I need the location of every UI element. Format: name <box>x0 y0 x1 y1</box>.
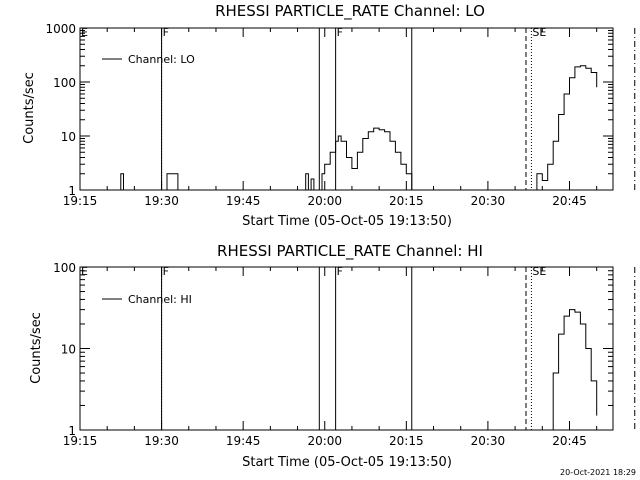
hi-chart-title: RHESSI PARTICLE_RATE Channel: HI <box>217 242 483 261</box>
lo-y-tick-label: 1 <box>68 184 76 198</box>
hi-x-tick-label: 19:15 <box>63 434 98 448</box>
lo-x-tick-label: 20:30 <box>471 194 506 208</box>
hi-marker-label: SE <box>532 265 546 278</box>
lo-y-tick-label: 100 <box>53 76 76 90</box>
lo-y-tick-label: 1000 <box>45 22 76 36</box>
lo-x-axis-label: Start Time (05-Oct-05 19:13:50) <box>242 214 452 229</box>
lo-y-tick-label: 10 <box>61 130 76 144</box>
hi-y-tick-label: 1 <box>68 424 76 438</box>
hi-series <box>547 309 598 431</box>
lo-y-axis-label: Counts/sec <box>22 72 37 144</box>
lo-x-tick-label: 19:30 <box>144 194 179 208</box>
hi-marker-label: E <box>81 265 88 278</box>
hi-marker-label: F <box>337 265 343 278</box>
lo-plot-frame <box>79 27 614 191</box>
lo-marker-label: F <box>163 26 169 39</box>
lo-chart-title: RHESSI PARTICLE_RATE Channel: LO <box>215 2 485 21</box>
hi-x-axis-label: Start Time (05-Oct-05 19:13:50) <box>242 455 452 470</box>
lo-marker-label: E <box>81 26 88 39</box>
hi-plot-frame <box>79 266 614 431</box>
hi-series-line <box>547 309 598 431</box>
hi-markers: E F F SE <box>81 265 636 430</box>
lo-x-tick-label: 20:15 <box>389 194 424 208</box>
lo-channel-panel: RHESSI PARTICLE_RATE Channel: LO Counts/… <box>22 2 636 229</box>
lo-series-line <box>319 127 413 191</box>
hi-x-tick-label: 20:15 <box>389 434 424 448</box>
lo-markers: E F F SE <box>81 26 636 190</box>
hi-y-axis-label: Counts/sec <box>29 312 44 384</box>
hi-marker-label: F <box>163 265 169 278</box>
hi-legend-label: Channel: HI <box>128 293 192 306</box>
lo-series-line <box>531 65 598 191</box>
hi-y-tick-label: 10 <box>61 343 76 357</box>
hi-x-tick-label: 19:45 <box>226 434 261 448</box>
lo-x-tick-label: 20:00 <box>307 194 342 208</box>
hi-x-tick-label: 20:45 <box>552 434 587 448</box>
hi-x-tick-label: 20:00 <box>307 434 342 448</box>
footer-timestamp: 20-Oct-2021 18:29 <box>560 468 636 477</box>
lo-marker-label: SE <box>532 26 546 39</box>
lo-marker-label: F <box>337 26 343 39</box>
hi-y-tick-label: 100 <box>53 261 76 275</box>
lo-legend-label: Channel: LO <box>128 53 195 66</box>
hi-x-tick-label: 20:30 <box>471 434 506 448</box>
lo-x-tick-label: 19:15 <box>63 194 98 208</box>
lo-x-tick-label: 20:45 <box>552 194 587 208</box>
lo-x-tick-label: 19:45 <box>226 194 261 208</box>
hi-channel-panel: RHESSI PARTICLE_RATE Channel: HI Counts/… <box>29 242 636 470</box>
hi-x-tick-label: 19:30 <box>144 434 179 448</box>
